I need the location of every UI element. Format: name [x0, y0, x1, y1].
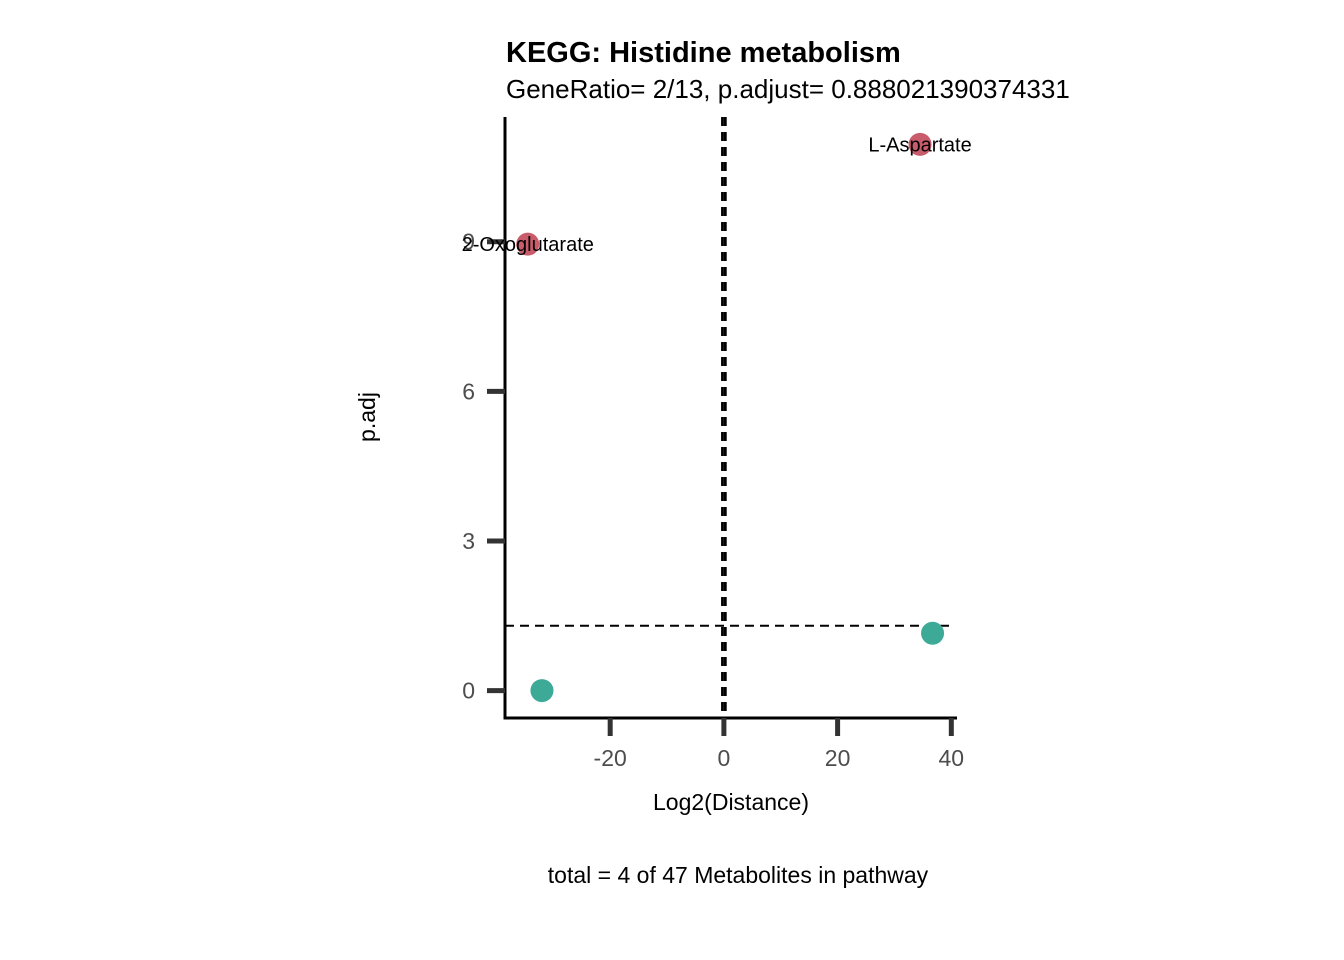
- point-label: L-Aspartate: [868, 134, 971, 156]
- data-point: [516, 232, 540, 256]
- y-axis-title: p.adj: [354, 392, 380, 442]
- plot-area: -20 0 20 40 0 3 6 9 L-Aspartate 2-Oxoglutarate: [462, 117, 972, 771]
- point-label: 2-Oxoglutarate: [462, 234, 594, 256]
- chart-subtitle: GeneRatio= 2/13, p.adjust= 0.88802139037…: [506, 74, 1070, 104]
- chart-title: KEGG: Histidine metabolism: [506, 37, 901, 69]
- chart-caption: total = 4 of 47 Metabolites in pathway: [548, 862, 929, 888]
- y-tick-label: 6: [462, 378, 475, 404]
- x-tick-label: 40: [939, 745, 965, 771]
- x-tick-label: -20: [594, 745, 627, 771]
- y-tick-label: 3: [462, 528, 475, 554]
- data-point: [908, 132, 932, 156]
- x-axis-title: Log2(Distance): [653, 789, 809, 815]
- x-tick-label: 0: [717, 745, 730, 771]
- y-tick-label: 0: [462, 678, 475, 704]
- x-tick-label: 20: [825, 745, 851, 771]
- data-point: [921, 621, 945, 645]
- y-tick-label: 9: [462, 229, 475, 255]
- data-point: [530, 679, 554, 703]
